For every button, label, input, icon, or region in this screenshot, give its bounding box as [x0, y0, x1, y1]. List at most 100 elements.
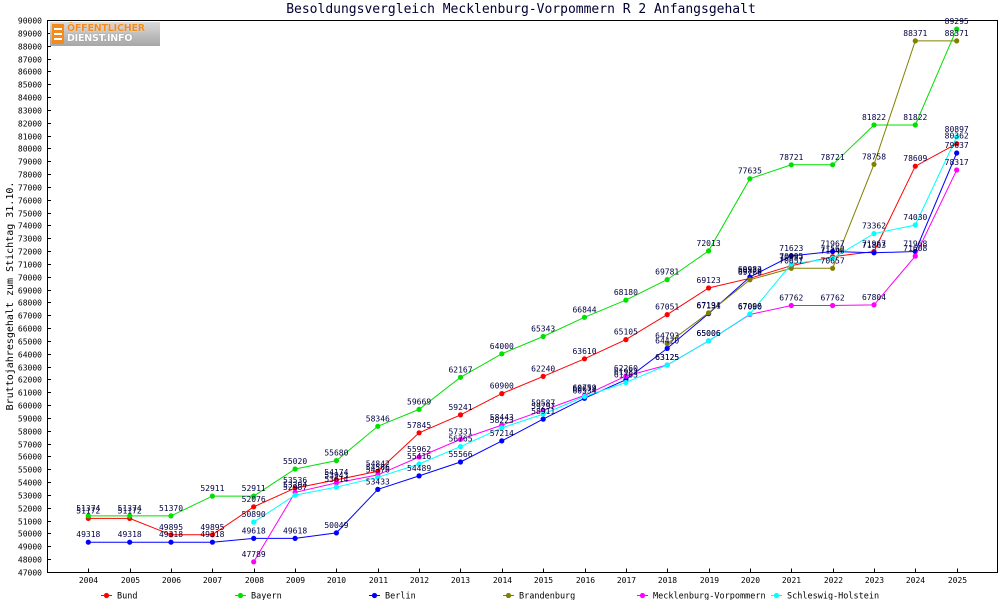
y-tick-label: 61000	[18, 389, 42, 398]
legend-marker-bayern	[237, 592, 244, 599]
data-point-bund	[416, 430, 422, 436]
logo-icon	[52, 24, 64, 44]
y-tick-label: 68000	[18, 299, 42, 308]
legend-marker-schleswig-holstein	[773, 592, 780, 599]
series-line-bayern	[88, 28, 958, 517]
x-tick-label: 2011	[369, 576, 388, 585]
y-tick-label: 53000	[18, 492, 42, 501]
data-point-bayern	[830, 162, 836, 168]
data-label-mecklenburg-vorpommern: 53204	[283, 480, 307, 489]
legend-item-schleswig-holstein: Schleswig-Holstein	[771, 592, 879, 600]
y-tick-label: 67000	[18, 312, 42, 321]
data-point-schleswig-holstein	[912, 222, 918, 228]
x-tick-label: 2009	[286, 576, 305, 585]
legend-label-schleswig-holstein: Schleswig-Holstein	[787, 592, 879, 600]
data-label-bund: 60900	[490, 382, 514, 391]
data-point-mecklenburg-vorpommern	[251, 559, 257, 565]
data-label-berlin: 69982	[738, 265, 762, 274]
y-tick-label: 49000	[18, 543, 42, 552]
data-label-schleswig-holstein: 71440	[821, 246, 845, 255]
data-label-berlin: 50049	[324, 521, 348, 530]
x-tick-label: 2019	[700, 576, 719, 585]
data-label-bayern: 66844	[572, 305, 596, 314]
legend-label-bayern: Bayern	[251, 592, 282, 600]
data-point-berlin	[292, 535, 298, 542]
legend-marker-mecklenburg-vorpommern	[639, 592, 646, 599]
y-tick-label: 85000	[18, 81, 42, 90]
data-point-schleswig-holstein	[706, 338, 712, 344]
x-tick-label: 2015	[534, 576, 553, 585]
y-tick-label: 60000	[18, 402, 42, 411]
x-tick-label: 2012	[410, 576, 429, 585]
data-point-bayern	[416, 406, 422, 412]
data-point-bayern	[706, 248, 712, 254]
data-label-bund: 59241	[448, 403, 472, 412]
data-label-mecklenburg-vorpommern: 67060	[738, 303, 762, 312]
data-label-mecklenburg-vorpommern: 53943	[324, 471, 348, 480]
y-axis-label: Bruttojahresgehalt zum Stichtag 31.10.	[5, 182, 16, 411]
data-label-schleswig-holstein: 55416	[407, 452, 431, 461]
x-axis: 2004 2005 2006 2007 2008 2009 2010 2011 2012 2013…	[79, 568, 967, 585]
data-label-mecklenburg-vorpommern: 67762	[821, 294, 845, 303]
data-label-brandenburg: 70657	[821, 256, 845, 265]
data-point-bayern	[127, 513, 133, 519]
data-label-bund: 71562	[821, 245, 845, 254]
logo-line-2: DIENST.INFO	[67, 33, 133, 44]
data-point-schleswig-holstein	[830, 255, 836, 261]
data-point-berlin	[830, 248, 836, 255]
data-label-bund: 57845	[407, 421, 431, 430]
data-label-berlin: 58911	[531, 407, 555, 416]
data-point-bayern	[623, 297, 629, 303]
data-label-berlin: 57214	[490, 429, 514, 438]
data-point-schleswig-holstein	[292, 492, 298, 498]
data-point-schleswig-holstein	[788, 261, 794, 267]
legend-item-bund: Bund	[101, 592, 137, 600]
x-tick-label: 2020	[741, 576, 760, 585]
y-tick-label: 87000	[18, 56, 42, 65]
x-tick-label: 2010	[327, 576, 346, 585]
data-label-bayern: 52911	[200, 484, 224, 493]
data-point-berlin	[168, 539, 174, 545]
plot-area	[47, 20, 998, 573]
y-tick-label: 79000	[18, 158, 42, 167]
data-point-berlin	[664, 345, 670, 351]
data-label-schleswig-holstein: 73362	[862, 222, 886, 231]
data-label-bund: 80362	[945, 132, 969, 141]
data-label-bund: 63610	[572, 347, 596, 356]
y-tick-label: 73000	[18, 235, 42, 244]
data-label-bayern: 81822	[862, 113, 886, 122]
data-point-bund	[954, 141, 960, 147]
x-tick-label: 2018	[658, 576, 677, 585]
y-tick-label: 57000	[18, 441, 42, 450]
y-tick-label: 52000	[18, 505, 42, 514]
data-point-bund	[251, 504, 257, 510]
data-point-bayern	[954, 26, 960, 32]
data-label-brandenburg: 88371	[903, 29, 927, 38]
data-point-bund	[168, 532, 174, 538]
data-label-schleswig-holstein: 58223	[490, 416, 514, 425]
data-label-mecklenburg-vorpommern: 67762	[779, 294, 803, 303]
data-point-brandenburg	[954, 38, 960, 44]
data-label-mecklenburg-vorpommern: 78317	[945, 158, 969, 167]
data-point-brandenburg	[788, 265, 794, 271]
data-point-brandenburg	[871, 161, 877, 167]
legend-label-berlin: Berlin	[385, 592, 416, 600]
data-label-bayern: 55020	[283, 457, 307, 466]
y-axis: 47000 48000 49000 50000 51000 52000 53000 54000…	[18, 17, 51, 578]
data-label-bayern: 69781	[655, 268, 679, 277]
y-tick-label: 83000	[18, 107, 42, 116]
y-tick-label: 51000	[18, 518, 42, 527]
x-tick-label: 2021	[782, 576, 801, 585]
data-point-mecklenburg-vorpommern	[623, 373, 629, 379]
series-line-schleswig-holstein	[253, 136, 958, 523]
data-point-mecklenburg-vorpommern	[416, 454, 422, 460]
data-point-berlin	[871, 250, 877, 256]
legend-item-bayern: Bayern	[235, 592, 282, 600]
y-tick-label: 70000	[18, 274, 42, 283]
legend-marker-brandenburg	[505, 592, 512, 599]
data-label-mecklenburg-vorpommern: 60759	[572, 383, 596, 392]
data-label-bayern: 81822	[903, 113, 927, 122]
data-label-bund: 65105	[614, 328, 638, 337]
y-tick-label: 58000	[18, 428, 42, 437]
data-label-bund: 51172	[76, 506, 100, 515]
